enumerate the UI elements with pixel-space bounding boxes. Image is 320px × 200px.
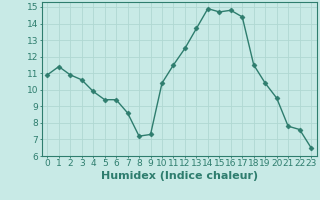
X-axis label: Humidex (Indice chaleur): Humidex (Indice chaleur) [100, 171, 258, 181]
